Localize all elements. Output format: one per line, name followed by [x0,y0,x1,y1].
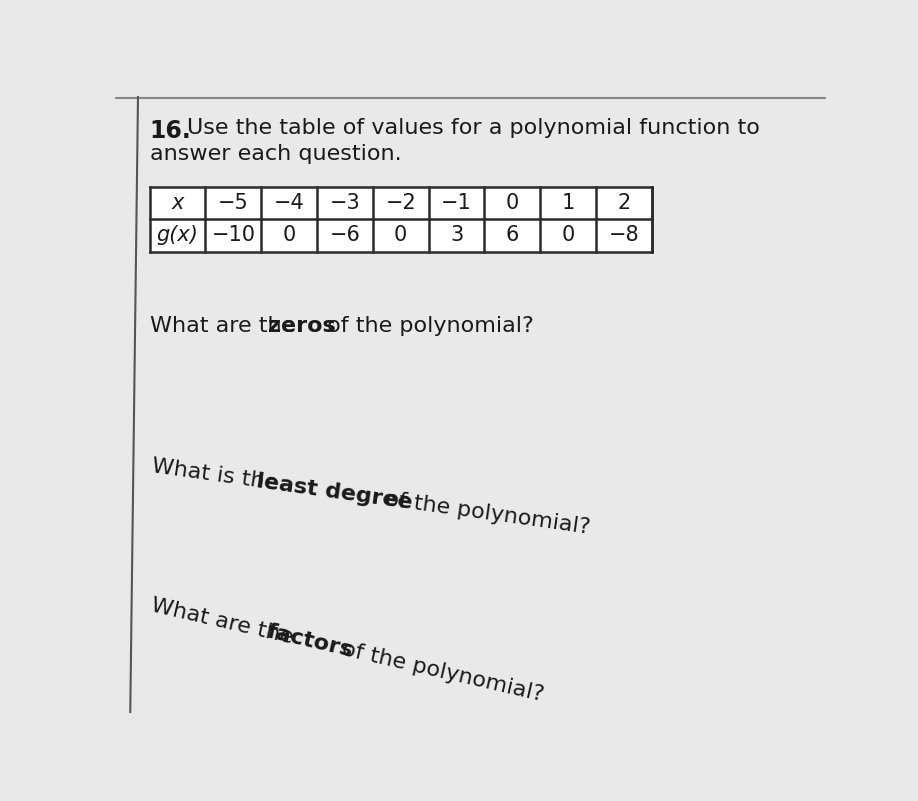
Text: least degree: least degree [255,471,414,513]
Text: What are the: What are the [150,316,302,336]
Text: What are the: What are the [149,595,302,649]
Text: −6: −6 [330,226,361,245]
Text: x: x [172,193,184,213]
Text: of the polynomial?: of the polynomial? [376,488,591,537]
Text: 0: 0 [394,226,408,245]
Text: of the polynomial?: of the polynomial? [332,638,545,705]
Text: 0: 0 [506,193,519,213]
Text: 2: 2 [617,193,631,213]
Text: −4: −4 [274,193,305,213]
Text: 0: 0 [283,226,296,245]
Text: −1: −1 [442,193,472,213]
Text: g(x): g(x) [157,226,198,245]
Text: Use the table of values for a polynomial function to: Use the table of values for a polynomial… [187,118,760,138]
Text: −3: −3 [330,193,360,213]
Text: 6: 6 [506,226,519,245]
Text: answer each question.: answer each question. [150,144,401,164]
Text: 1: 1 [562,193,575,213]
Text: zeros: zeros [268,316,335,336]
Text: −8: −8 [609,226,639,245]
Text: 0: 0 [562,226,575,245]
Text: −10: −10 [211,226,255,245]
Text: of the polynomial?: of the polynomial? [320,316,534,336]
Bar [150,187,652,252]
Text: −5: −5 [218,193,249,213]
Text: factors: factors [264,622,355,661]
Text: What is the: What is the [151,457,286,495]
Text: 3: 3 [450,226,464,245]
Text: 16.: 16. [150,119,191,143]
Text: −2: −2 [386,193,416,213]
